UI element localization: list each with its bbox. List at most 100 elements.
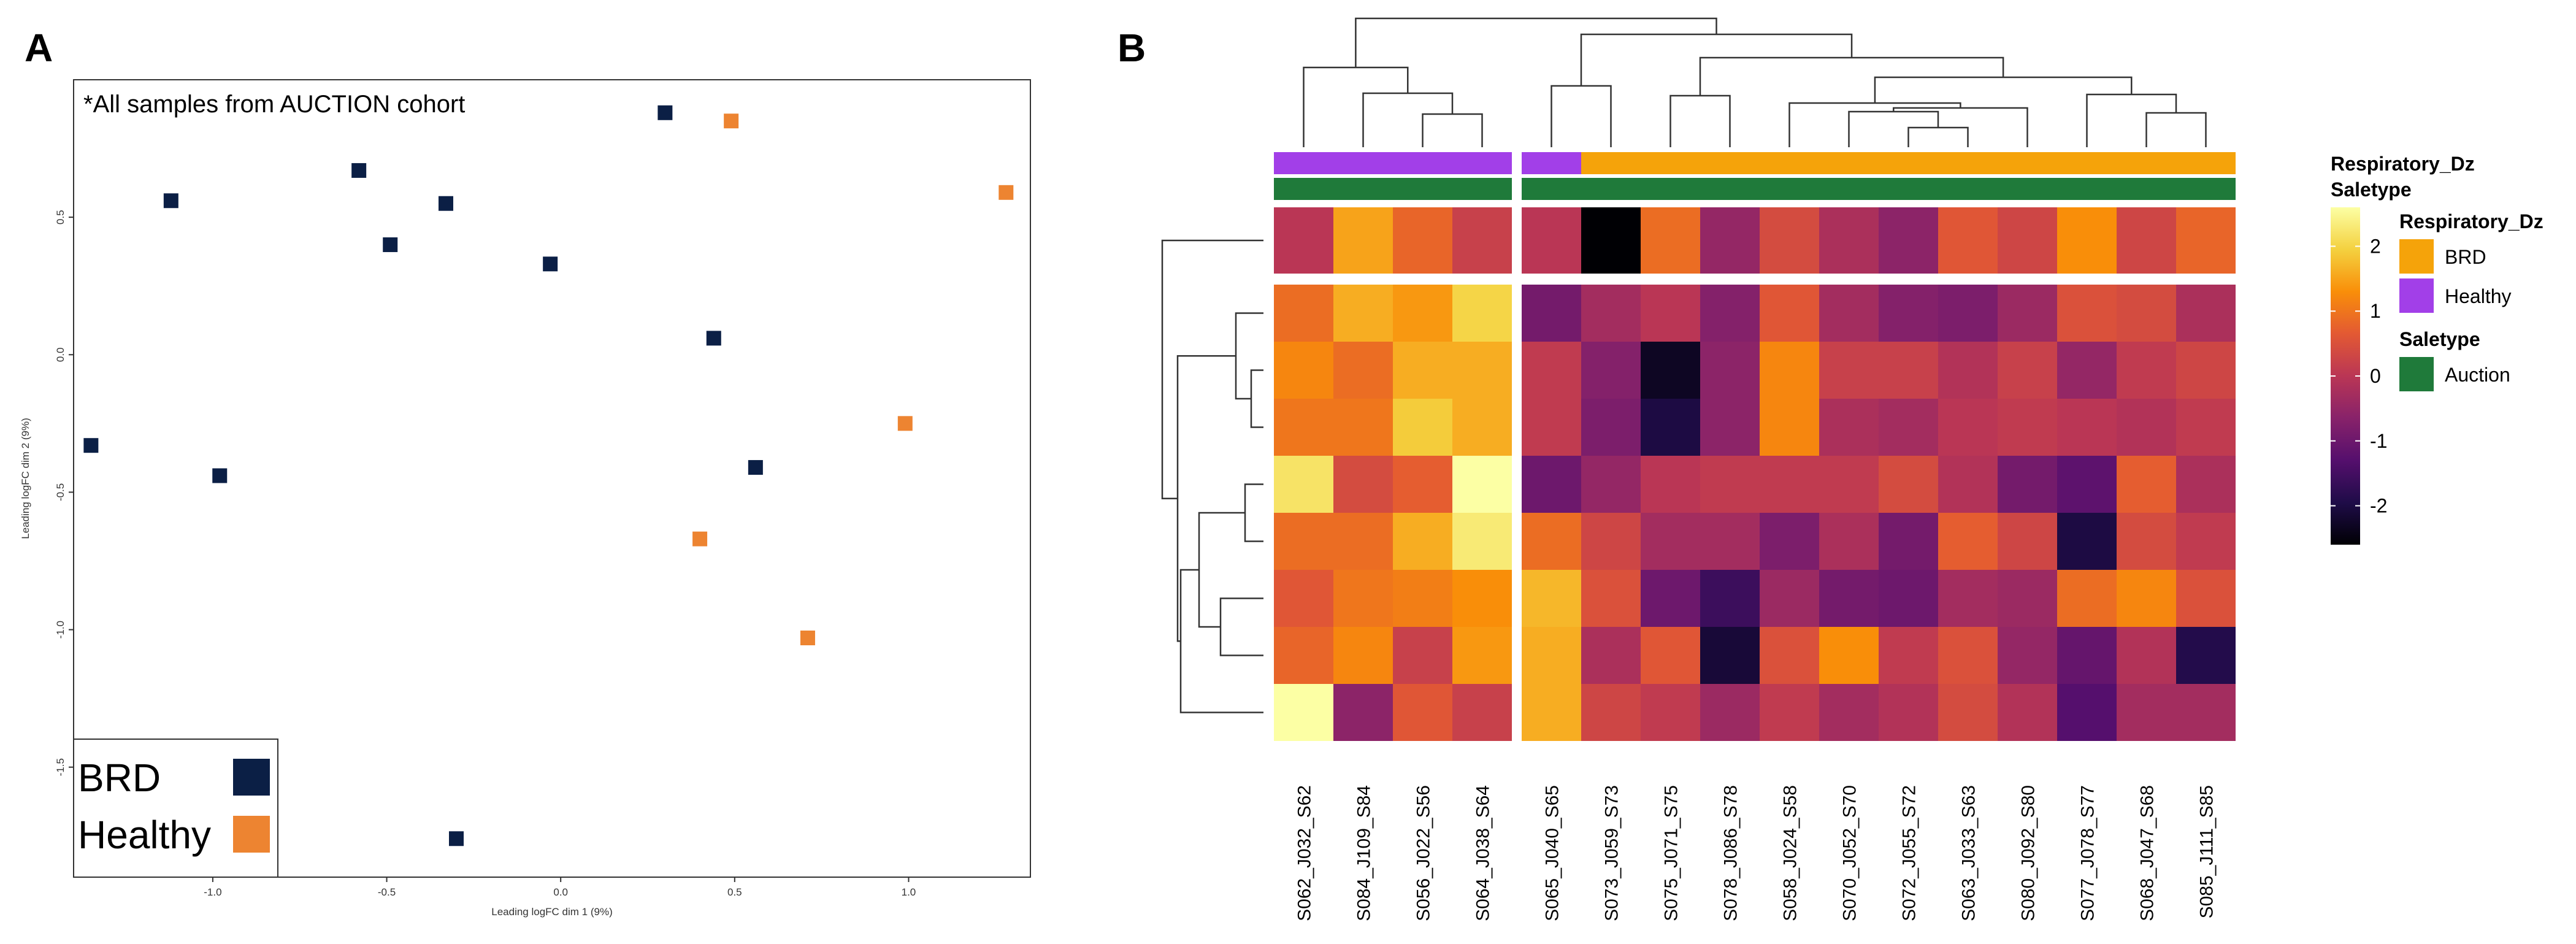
scatter-point-brd [706,331,721,346]
dendrogram-link [1244,483,1263,542]
annotation-legend-swatch [2399,278,2434,313]
heatmap-cell [1393,285,1452,342]
dendrogram-link [2145,112,2207,147]
annotation-cell [1581,152,1641,174]
column-label: S077_J078_S77 [2078,785,2098,921]
scatter-point-healthy [897,416,913,431]
annotation-cell [1938,152,1998,174]
dendrogram-link [1580,33,1853,86]
annotation-legend-label: Healthy [2445,285,2512,307]
heatmap-cell [1641,627,1700,684]
annotation-legend-swatch [2399,357,2434,391]
heatmap-cell [1819,456,1879,513]
heatmap-cell [1333,399,1393,456]
annotation-cell [1998,178,2057,200]
heatmap-cell [2057,342,2117,399]
heatmap-cell [1522,207,1581,274]
heatmap-cell [1819,399,1879,456]
dendrogram-link [1669,94,1731,147]
heatmap-cell [1641,456,1700,513]
x-tick-label: -1.0 [204,886,221,898]
heatmap-cell [1333,456,1393,513]
heatmap-cell [1700,570,1760,627]
heatmap-cell [1452,456,1512,513]
heatmap-cell [1452,513,1512,570]
annotation-cell [1333,178,1393,200]
annotation-legend-swatch [2399,239,2434,274]
heatmap-cell [2117,570,2176,627]
heatmap-cell [2176,456,2236,513]
heatmap-cell [2176,570,2236,627]
scatter-point-healthy [800,631,815,645]
heatmap-cell [1998,513,2057,570]
heatmap-cell [1700,627,1760,684]
heatmap-cell [1522,684,1581,741]
column-label: S070_J052_S70 [1840,785,1860,921]
heatmap-cell [1998,285,2057,342]
heatmap-cell [1522,342,1581,399]
color-scale-tick-label: -1 [2370,430,2387,452]
column-label: S062_J032_S62 [1295,785,1315,921]
column-label: S063_J033_S63 [1959,785,1979,921]
dendrogram-link [1362,92,1454,147]
dendrogram-link [1250,369,1263,428]
column-label: S058_J024_S58 [1781,785,1801,921]
column-label: S080_J092_S80 [2018,785,2039,921]
annotation-legend-title: Respiratory_Dz [2399,210,2543,232]
heatmap-cell [1274,570,1333,627]
y-tick-label: 0.0 [55,347,66,362]
dendrogram-link [1303,66,1409,147]
column-label: S078_J086_S78 [1721,785,1741,921]
heatmap-cell [1760,513,1819,570]
heatmap-cell [1333,627,1393,684]
column-label: S068_J047_S68 [2137,785,2158,921]
annotation-cell [2117,178,2176,200]
annotation-name: Saletype [2331,178,2412,201]
heatmap-cell [1522,570,1581,627]
heatmap-cell [1581,342,1641,399]
dendrogram-link [1161,239,1263,499]
annotation-cell [1274,178,1333,200]
heatmap-cell [2176,207,2236,274]
annotation-cell [1522,178,1581,200]
heatmap-cell [2117,285,2176,342]
x-tick-label: 0.0 [553,886,568,898]
heatmap-cell [1938,627,1998,684]
annotation-legend: Respiratory_Dz BRD Healthy Saletype Auction [2399,210,2543,391]
heatmap-cell [1700,207,1760,274]
heatmap-cell [1938,342,1998,399]
legend-swatch-healthy [233,816,270,853]
annotation-cell [1879,152,1938,174]
heatmap-cell [1641,570,1700,627]
column-label: S065_J040_S65 [1543,785,1563,921]
heatmap-cell [1333,207,1393,274]
heatmap-cell [1641,285,1700,342]
heatmap-cell [2117,207,2176,274]
annotation-cell [2176,152,2236,174]
panel-a-letter: A [25,26,53,70]
heatmap: Respiratory_Dz Saletype S062_J032_S62 S084… [1161,17,2543,921]
heatmap-cell [1641,207,1700,274]
scatter-point-healthy [999,185,1014,200]
heatmap-cell [1760,627,1819,684]
heatmap-cell [1700,399,1760,456]
heatmap-cell [1393,456,1452,513]
x-axis-title: Leading logFC dim 1 (9%) [491,906,612,918]
heatmap-cell [1522,399,1581,456]
heatmap-cell [1333,570,1393,627]
heatmap-cell [1581,285,1641,342]
heatmap-cell [1938,513,1998,570]
annotation-cell [1452,178,1512,200]
scatter-point-brd [83,438,99,453]
dendrogram-link [1355,17,1717,67]
y-tick-label: 0.5 [55,210,66,224]
heatmap-cell [1819,207,1879,274]
color-scale-legend: 2 1 0 -1 -2 [2331,207,2387,545]
y-axis-title: Leading logFC dim 2 (9%) [20,418,31,539]
heatmap-cell [2117,456,2176,513]
heatmap-cell [1452,342,1512,399]
scatter-points [83,105,1014,846]
column-label: S084_J109_S84 [1354,785,1374,921]
column-labels: S062_J032_S62 S084_J109_S84 S056_J022_S56 S… [1295,785,2217,921]
heatmap-cell [1581,684,1641,741]
